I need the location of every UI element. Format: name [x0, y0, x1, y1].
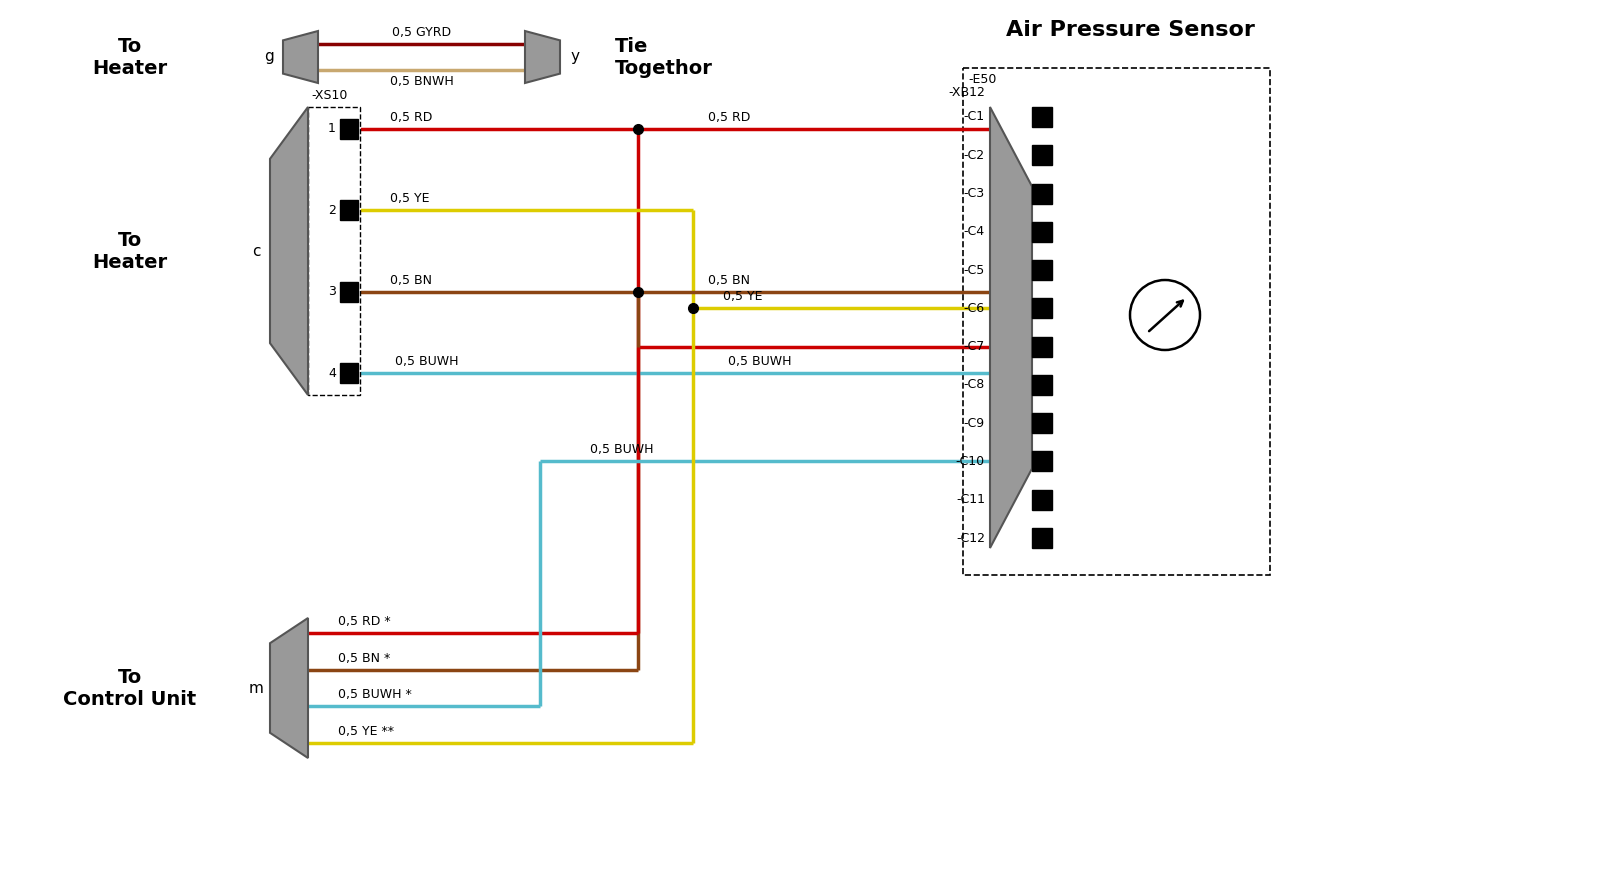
Text: c: c	[251, 243, 261, 258]
Text: 0,5 RD: 0,5 RD	[707, 111, 750, 124]
Text: 0,5 BUWH: 0,5 BUWH	[590, 443, 653, 456]
Text: 0,5 BUWH *: 0,5 BUWH *	[338, 688, 411, 702]
Bar	[339, 119, 358, 139]
Text: 0,5 YE **: 0,5 YE **	[338, 725, 394, 738]
Text: -C11: -C11	[957, 493, 986, 506]
Polygon shape	[270, 107, 307, 395]
Bar	[1032, 260, 1053, 280]
Text: To
Heater: To Heater	[93, 36, 168, 77]
Text: To
Control Unit: To Control Unit	[64, 668, 197, 709]
Text: 1: 1	[328, 123, 336, 136]
Text: -XB12: -XB12	[949, 86, 986, 99]
Bar	[1032, 451, 1053, 472]
Text: -C2: -C2	[963, 149, 986, 162]
Polygon shape	[283, 31, 318, 83]
Text: 0,5 BUWH: 0,5 BUWH	[395, 355, 459, 368]
Polygon shape	[525, 31, 560, 83]
Text: To
Heater: To Heater	[93, 231, 168, 272]
Text: 0,5 BN: 0,5 BN	[707, 274, 750, 287]
Bar	[1032, 413, 1053, 433]
Text: -XS10: -XS10	[310, 89, 347, 102]
Bar	[339, 281, 358, 302]
Bar	[1032, 222, 1053, 242]
Text: -C8: -C8	[963, 378, 986, 392]
Bar	[339, 201, 358, 220]
Bar	[339, 363, 358, 383]
Text: 0,5 GYRD: 0,5 GYRD	[392, 26, 451, 39]
Text: 0,5 BN: 0,5 BN	[390, 274, 432, 287]
Text: 4: 4	[328, 367, 336, 379]
Bar	[1032, 184, 1053, 203]
Text: m: m	[248, 680, 264, 695]
Bar	[1032, 375, 1053, 395]
Text: 0,5 RD: 0,5 RD	[390, 111, 432, 124]
Polygon shape	[270, 618, 307, 758]
Text: g: g	[264, 50, 274, 65]
Bar	[1032, 298, 1053, 319]
Text: -C7: -C7	[963, 340, 986, 353]
Text: -C10: -C10	[955, 455, 986, 468]
Bar	[1032, 489, 1053, 510]
Text: Tie
Togethor: Tie Togethor	[614, 36, 714, 77]
Text: 0,5 BN *: 0,5 BN *	[338, 652, 390, 664]
Bar	[963, 68, 1270, 575]
Text: -C9: -C9	[963, 416, 986, 430]
Text: 0,5 RD *: 0,5 RD *	[338, 615, 390, 628]
Bar	[1032, 107, 1053, 127]
Text: 3: 3	[328, 285, 336, 298]
Text: -C4: -C4	[963, 226, 986, 238]
Text: y: y	[571, 50, 579, 65]
Text: -E50: -E50	[968, 73, 997, 86]
Bar	[1032, 337, 1053, 357]
Text: Air Pressure Sensor: Air Pressure Sensor	[1005, 20, 1254, 40]
Text: 0,5 YE: 0,5 YE	[723, 290, 763, 304]
Text: 0,5 BNWH: 0,5 BNWH	[390, 75, 453, 88]
Polygon shape	[990, 107, 1032, 548]
Text: -C1: -C1	[963, 110, 986, 123]
Text: 0,5 YE: 0,5 YE	[390, 193, 429, 205]
Text: -C12: -C12	[957, 532, 986, 544]
Text: -C6: -C6	[963, 302, 986, 315]
Text: 2: 2	[328, 204, 336, 217]
Bar	[1032, 528, 1053, 548]
Text: -C5: -C5	[963, 264, 986, 276]
Text: -C3: -C3	[963, 187, 986, 200]
Bar	[307, 107, 360, 395]
Text: 0,5 BUWH: 0,5 BUWH	[728, 355, 792, 368]
Bar	[1032, 146, 1053, 165]
